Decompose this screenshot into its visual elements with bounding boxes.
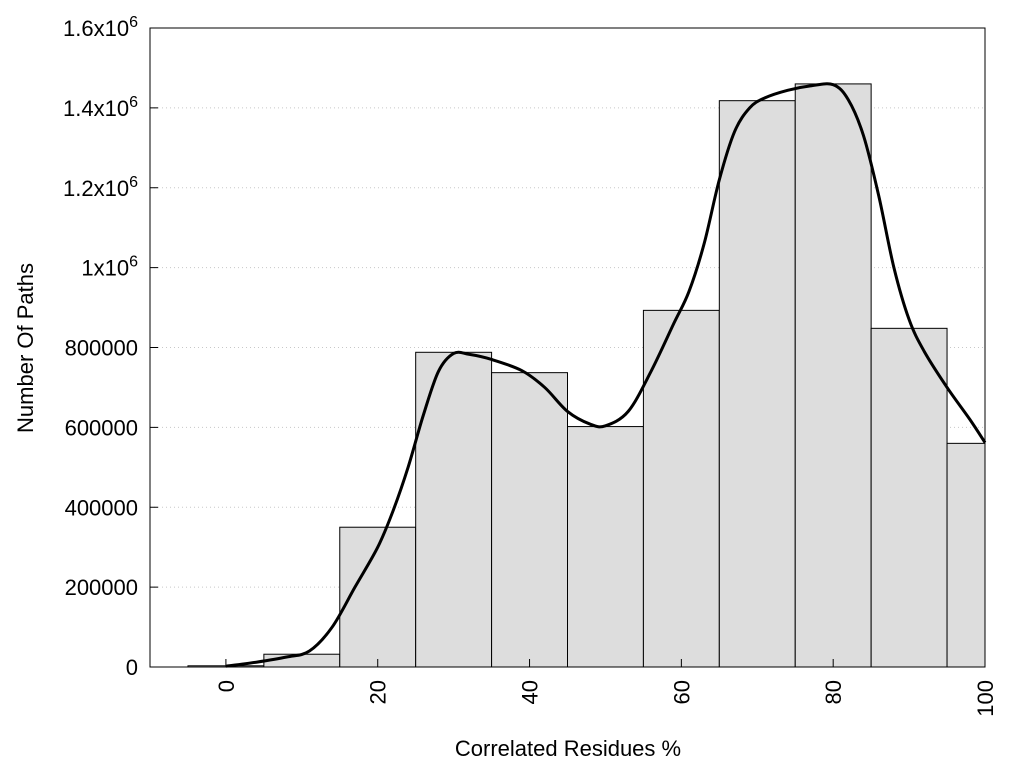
- x-tick-label: 60: [669, 680, 694, 704]
- x-tick-label: 0: [214, 680, 239, 692]
- y-tick-exponent: 6: [129, 14, 138, 31]
- histogram-bar: [870, 327, 948, 668]
- y-tick-exponent: 6: [129, 94, 138, 111]
- x-tick-label: 100: [973, 680, 998, 717]
- density-curve-layer: [225, 82, 987, 668]
- y-tick-label: 200000: [65, 575, 138, 600]
- histogram-bar: [491, 372, 568, 668]
- y-tick-label: 0: [126, 655, 138, 680]
- histogram-bar: [567, 426, 644, 668]
- y-tick-label: 600000: [65, 415, 138, 440]
- x-axis-title: Correlated Residues %: [455, 736, 681, 761]
- histogram-bar: [794, 83, 872, 668]
- y-tick-label: 400000: [65, 495, 138, 520]
- x-tick-label: 80: [821, 680, 846, 704]
- x-tick-label: 20: [366, 680, 391, 704]
- histogram-bar: [946, 442, 986, 668]
- histogram-bar: [718, 100, 796, 668]
- y-tick-label: 1x106: [81, 254, 138, 281]
- histogram-bars: [187, 83, 986, 668]
- x-tick-labels: 0 20 40 60 80 100: [214, 680, 998, 717]
- x-tick-label: 40: [518, 680, 543, 704]
- y-tick-labels: 0 200000 400000 600000 800000 1x106 1.2x106 1.4…: [63, 14, 138, 680]
- density-curve: [225, 82, 987, 668]
- y-tick-label: 1.6x106: [63, 14, 138, 41]
- histogram-bar: [339, 526, 417, 668]
- y-axis-title: Number Of Paths: [13, 263, 38, 433]
- y-tick-label: 1.4x106: [63, 94, 138, 121]
- y-tick-label: 1.2x106: [63, 174, 138, 201]
- y-tick-exponent: 6: [129, 254, 138, 271]
- y-tick-exponent: 6: [129, 174, 138, 191]
- axes: [149, 27, 986, 668]
- y-tick-label: 800000: [65, 336, 138, 361]
